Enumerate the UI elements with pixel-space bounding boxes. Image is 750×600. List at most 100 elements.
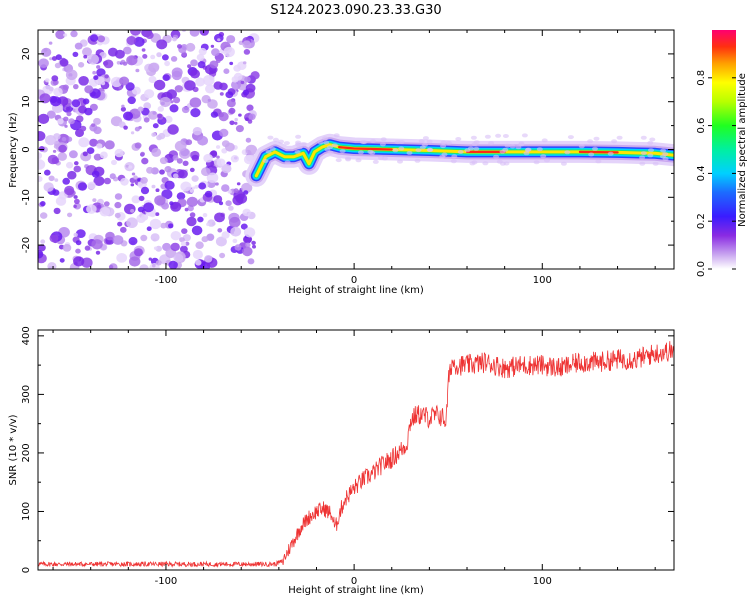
noise-blob: [173, 173, 179, 179]
noise-blob: [141, 157, 149, 165]
noise-blob: [236, 182, 241, 186]
track-scatter: [488, 141, 495, 146]
noise-blob: [146, 166, 154, 174]
track-scatter: [418, 139, 425, 143]
noise-blob: [161, 189, 173, 200]
noise-blob: [105, 231, 115, 241]
noise-blob: [104, 74, 109, 79]
noise-blob: [191, 154, 199, 162]
noise-blob: [55, 30, 66, 40]
noise-blob: [123, 125, 128, 130]
noise-blob: [219, 82, 228, 91]
noise-blob: [227, 189, 232, 194]
heatmap-y-tick-label: -20: [21, 237, 32, 253]
noise-blob: [190, 59, 198, 67]
noise-blob: [143, 117, 150, 123]
noise-blob: [91, 123, 96, 127]
noise-blob: [185, 42, 196, 52]
track-scatter: [560, 161, 567, 166]
noise-blob: [38, 146, 45, 152]
noise-blob: [170, 242, 180, 252]
colorbar-tick-label: 0.2: [696, 213, 707, 229]
track-scatter: [359, 140, 366, 145]
noise-blob: [139, 264, 149, 269]
noise-blob: [73, 84, 79, 90]
track-scatter: [595, 159, 602, 164]
noise-blob: [160, 222, 167, 229]
noise-blob: [219, 252, 226, 259]
noise-blob: [68, 118, 75, 125]
noise-blob: [55, 54, 62, 61]
noise-blob: [135, 68, 140, 73]
track-scatter: [265, 149, 272, 154]
track-scatter: [493, 154, 500, 159]
noise-blob: [216, 155, 220, 159]
noise-blob: [235, 125, 244, 133]
noise-blob: [197, 135, 209, 146]
noise-blob: [38, 249, 44, 259]
noise-blob: [73, 165, 82, 173]
noise-blob: [73, 195, 78, 199]
noise-blob: [82, 47, 92, 57]
noise-blob: [114, 148, 124, 158]
noise-blob: [151, 147, 162, 157]
noise-blob: [243, 49, 251, 55]
noise-blob: [221, 184, 230, 192]
track-scatter: [567, 135, 574, 140]
track-scatter: [450, 159, 457, 164]
track-scatter: [445, 140, 452, 145]
noise-blob: [124, 203, 136, 215]
colorbar-title: Normalized spectral amplitude: [737, 73, 748, 227]
noise-blob: [126, 217, 138, 228]
noise-blob: [218, 201, 224, 206]
noise-blob: [46, 110, 56, 119]
noise-blob: [44, 169, 51, 176]
colorbar-tick-label: 0.8: [696, 70, 707, 86]
noise-blob: [52, 149, 57, 153]
noise-blob: [205, 84, 215, 94]
noise-blob: [184, 207, 189, 212]
noise-blob: [131, 172, 136, 176]
noise-blob: [148, 257, 152, 261]
noise-blob: [240, 223, 248, 230]
track-scatter: [379, 142, 386, 147]
noise-blob: [210, 44, 215, 48]
noise-blob: [247, 119, 253, 124]
noise-blob: [211, 48, 220, 57]
track-scatter: [296, 145, 303, 150]
noise-blob: [133, 175, 138, 180]
noise-blob: [126, 36, 137, 45]
noise-blob: [217, 228, 223, 233]
track-scatter: [295, 134, 302, 139]
noise-blob: [72, 51, 79, 58]
snr-series: [38, 341, 674, 568]
noise-blob: [50, 96, 62, 107]
noise-blob: [230, 226, 242, 237]
noise-blob: [62, 84, 69, 91]
track-scatter: [324, 147, 331, 152]
noise-blob: [40, 212, 48, 219]
track-scatter: [269, 146, 276, 151]
noise-blob: [51, 75, 59, 82]
track-scatter: [662, 152, 669, 156]
noise-blob: [140, 234, 148, 242]
track-scatter: [473, 146, 480, 151]
noise-blob: [61, 137, 67, 142]
noise-blob: [226, 35, 236, 44]
noise-blob: [48, 41, 53, 45]
noise-blob: [155, 212, 160, 217]
noise-blob: [189, 30, 200, 37]
noise-blob: [67, 212, 73, 218]
noise-blob: [176, 158, 183, 164]
noise-blob: [40, 239, 46, 244]
noise-blob: [162, 74, 170, 81]
track-scatter: [496, 159, 503, 164]
track-scatter: [323, 140, 330, 145]
noise-blob: [57, 118, 64, 125]
track-scatter: [415, 148, 422, 153]
noise-blob: [114, 212, 121, 219]
noise-blob: [189, 167, 195, 173]
track-scatter: [543, 158, 550, 163]
track-scatter: [317, 140, 324, 145]
heatmap-y-tick-label: 10: [21, 95, 32, 108]
